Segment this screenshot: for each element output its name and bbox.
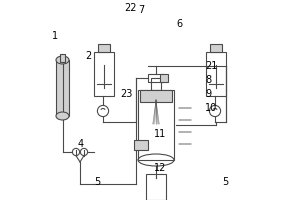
Bar	[138, 90, 174, 160]
Bar	[160, 74, 168, 82]
Text: 22: 22	[124, 3, 136, 13]
Bar	[134, 140, 148, 150]
Bar	[206, 52, 226, 96]
Bar	[148, 74, 164, 82]
Bar	[210, 44, 222, 52]
Text: 10: 10	[205, 103, 217, 113]
Bar	[151, 78, 161, 90]
Text: 5: 5	[94, 177, 100, 187]
Text: 4: 4	[78, 139, 84, 149]
Text: 5: 5	[222, 177, 228, 187]
Text: 8: 8	[205, 75, 211, 85]
Text: 11: 11	[154, 129, 166, 139]
Text: 2: 2	[85, 51, 91, 61]
Text: 6: 6	[176, 19, 182, 29]
Bar	[56, 60, 69, 116]
Bar	[146, 174, 166, 200]
Text: 7: 7	[138, 5, 144, 15]
Text: 23: 23	[120, 89, 132, 99]
Bar	[98, 44, 110, 52]
Bar	[140, 90, 172, 102]
Text: 21: 21	[205, 61, 217, 71]
Text: 12: 12	[154, 163, 167, 173]
Ellipse shape	[56, 56, 69, 64]
Bar	[94, 52, 114, 96]
Text: 1: 1	[52, 31, 58, 41]
Text: 9: 9	[205, 89, 211, 99]
Ellipse shape	[56, 112, 69, 120]
Bar	[60, 54, 65, 62]
